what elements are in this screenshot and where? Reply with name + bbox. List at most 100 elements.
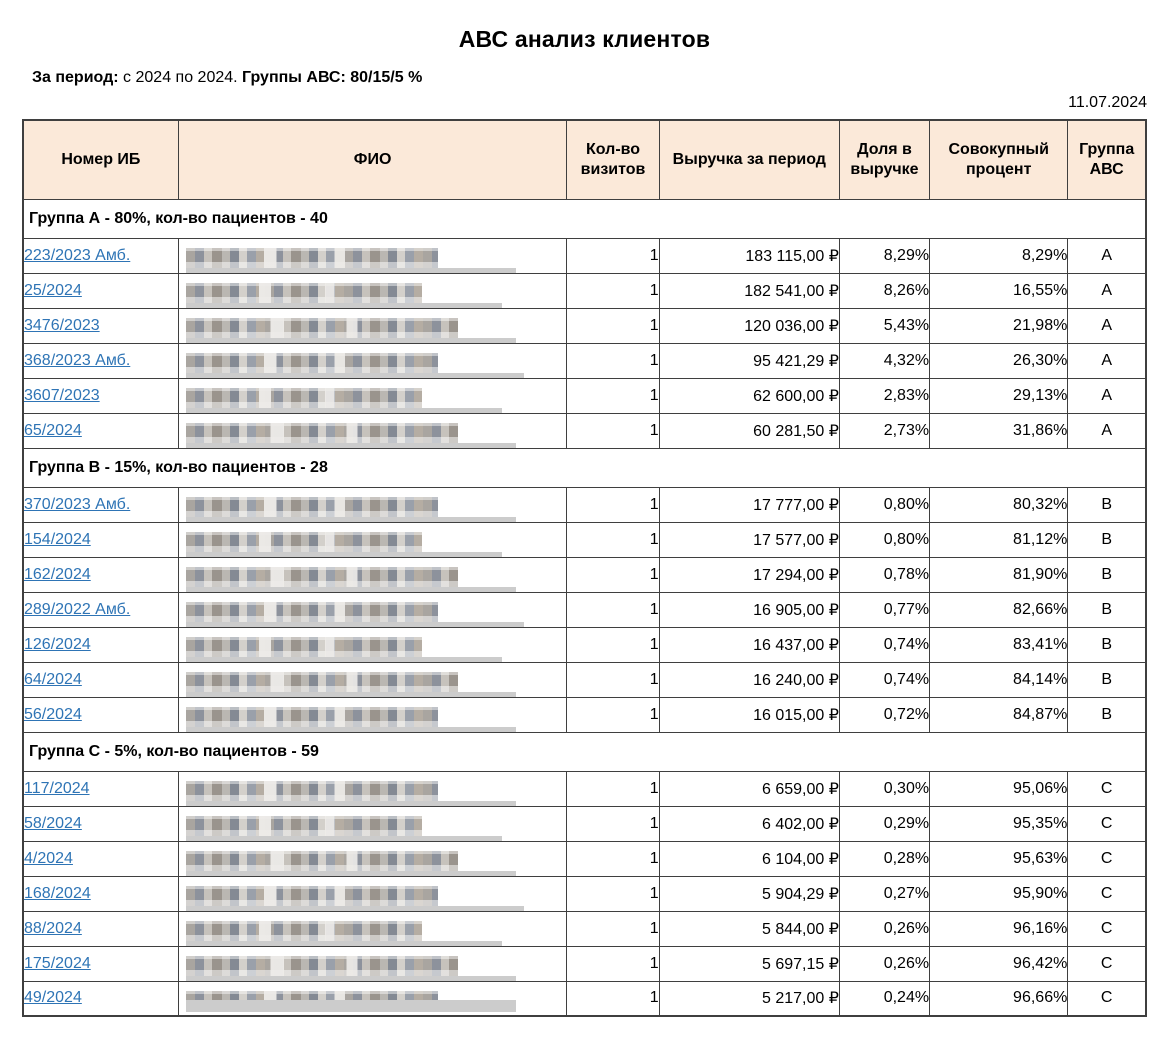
patient-record-link[interactable]: 117/2024 <box>24 780 90 797</box>
visit-count-cell: 1 <box>567 413 659 448</box>
patient-record-link[interactable]: 162/2024 <box>24 566 91 583</box>
cumulative-percent-cell: 81,12% <box>930 522 1068 557</box>
cumulative-percent-cell: 84,14% <box>930 662 1068 697</box>
cumulative-percent-cell: 96,16% <box>930 911 1068 946</box>
patient-row: 49/202415 217,00 ₽0,24%96,66%C <box>23 981 1146 1016</box>
column-header-cumulative: Совокупный процент <box>930 120 1068 199</box>
redacted-patient-detail <box>186 976 516 982</box>
abc-group-cell: A <box>1068 413 1146 448</box>
patient-record-link[interactable]: 168/2024 <box>24 885 91 902</box>
redacted-patient-detail <box>186 268 516 274</box>
patient-record-link[interactable]: 3607/2023 <box>24 387 100 404</box>
redacted-patient-name <box>186 353 438 373</box>
record-number-cell: 25/2024 <box>23 273 178 308</box>
redacted-patient-name <box>186 283 422 303</box>
patient-name-cell <box>178 378 567 413</box>
record-number-cell: 49/2024 <box>23 981 178 1016</box>
period-label: За период: <box>32 69 119 86</box>
visit-count-cell: 1 <box>567 487 659 522</box>
abc-group-cell: C <box>1068 946 1146 981</box>
patient-record-link[interactable]: 126/2024 <box>24 636 91 653</box>
patient-row: 168/202415 904,29 ₽0,27%95,90%C <box>23 876 1146 911</box>
patient-name-cell <box>178 876 567 911</box>
revenue-share-cell: 0,27% <box>839 876 929 911</box>
patient-record-link[interactable]: 64/2024 <box>24 671 82 688</box>
cumulative-percent-cell: 82,66% <box>930 592 1068 627</box>
patient-name-cell <box>178 557 567 592</box>
record-number-cell: 56/2024 <box>23 697 178 732</box>
patient-name-cell <box>178 841 567 876</box>
cumulative-percent-cell: 95,06% <box>930 771 1068 806</box>
revenue-cell: 6 402,00 ₽ <box>659 806 839 841</box>
redacted-patient-detail <box>186 657 502 663</box>
patient-record-link[interactable]: 289/2022 Амб. <box>24 601 130 618</box>
patient-row: 117/202416 659,00 ₽0,30%95,06%C <box>23 771 1146 806</box>
revenue-cell: 120 036,00 ₽ <box>659 308 839 343</box>
patient-row: 64/2024116 240,00 ₽0,74%84,14%B <box>23 662 1146 697</box>
cumulative-percent-cell: 8,29% <box>930 238 1068 273</box>
redacted-patient-detail <box>186 836 502 842</box>
revenue-cell: 16 437,00 ₽ <box>659 627 839 662</box>
report-date: 11.07.2024 <box>22 94 1147 112</box>
revenue-cell: 16 240,00 ₽ <box>659 662 839 697</box>
patient-record-link[interactable]: 4/2024 <box>24 850 73 867</box>
revenue-share-cell: 0,78% <box>839 557 929 592</box>
abc-group-cell: A <box>1068 238 1146 273</box>
group-section: Группа В - 15%, кол-во пациентов - 28 370… <box>23 448 1146 732</box>
group-header-row: Группа С - 5%, кол-во пациентов - 59 <box>23 732 1146 771</box>
patient-record-link[interactable]: 88/2024 <box>24 920 82 937</box>
patient-record-link[interactable]: 175/2024 <box>24 955 91 972</box>
group-header-label: Группа В - 15%, кол-во пациентов - 28 <box>23 448 1146 487</box>
redacted-patient-name <box>186 707 438 727</box>
patient-record-link[interactable]: 49/2024 <box>24 989 82 1006</box>
patient-record-link[interactable]: 154/2024 <box>24 531 91 548</box>
patient-record-link[interactable]: 370/2023 Амб. <box>24 496 130 513</box>
patient-record-link[interactable]: 58/2024 <box>24 815 82 832</box>
cumulative-percent-cell: 83,41% <box>930 627 1068 662</box>
abc-group-cell: A <box>1068 273 1146 308</box>
redacted-patient-name <box>186 567 458 587</box>
patient-record-link[interactable]: 65/2024 <box>24 422 82 439</box>
patient-name-cell <box>178 343 567 378</box>
redacted-patient-name <box>186 532 422 552</box>
redacted-patient-detail <box>186 338 516 344</box>
cumulative-percent-cell: 84,87% <box>930 697 1068 732</box>
visit-count-cell: 1 <box>567 308 659 343</box>
patient-record-link[interactable]: 368/2023 Амб. <box>24 352 130 369</box>
revenue-cell: 6 104,00 ₽ <box>659 841 839 876</box>
redacted-patient-detail <box>186 517 516 523</box>
record-number-cell: 162/2024 <box>23 557 178 592</box>
cumulative-percent-cell: 26,30% <box>930 343 1068 378</box>
patient-record-link[interactable]: 223/2023 Амб. <box>24 247 130 264</box>
revenue-share-cell: 0,26% <box>839 911 929 946</box>
group-header-label: Группа С - 5%, кол-во пациентов - 59 <box>23 732 1146 771</box>
patient-record-link[interactable]: 25/2024 <box>24 282 82 299</box>
visit-count-cell: 1 <box>567 522 659 557</box>
revenue-cell: 5 904,29 ₽ <box>659 876 839 911</box>
abc-group-cell: C <box>1068 841 1146 876</box>
revenue-share-cell: 2,73% <box>839 413 929 448</box>
cumulative-percent-cell: 95,35% <box>930 806 1068 841</box>
record-number-cell: 370/2023 Амб. <box>23 487 178 522</box>
column-header-revenue: Выручка за период <box>659 120 839 199</box>
patient-row: 3476/20231120 036,00 ₽5,43%21,98%A <box>23 308 1146 343</box>
redacted-patient-name <box>186 602 438 622</box>
revenue-share-cell: 5,43% <box>839 308 929 343</box>
record-number-cell: 3607/2023 <box>23 378 178 413</box>
abc-group-cell: B <box>1068 592 1146 627</box>
patient-name-cell <box>178 273 567 308</box>
cumulative-percent-cell: 96,42% <box>930 946 1068 981</box>
revenue-cell: 5 697,15 ₽ <box>659 946 839 981</box>
abc-groups-value: 80/15/5 % <box>350 69 422 86</box>
visit-count-cell: 1 <box>567 557 659 592</box>
visit-count-cell: 1 <box>567 238 659 273</box>
record-number-cell: 154/2024 <box>23 522 178 557</box>
redacted-patient-name <box>186 672 458 692</box>
patient-record-link[interactable]: 56/2024 <box>24 706 82 723</box>
cumulative-percent-cell: 96,66% <box>930 981 1068 1016</box>
record-number-cell: 175/2024 <box>23 946 178 981</box>
patient-record-link[interactable]: 3476/2023 <box>24 317 100 334</box>
revenue-cell: 17 777,00 ₽ <box>659 487 839 522</box>
cumulative-percent-cell: 95,63% <box>930 841 1068 876</box>
redacted-patient-detail <box>186 408 502 414</box>
